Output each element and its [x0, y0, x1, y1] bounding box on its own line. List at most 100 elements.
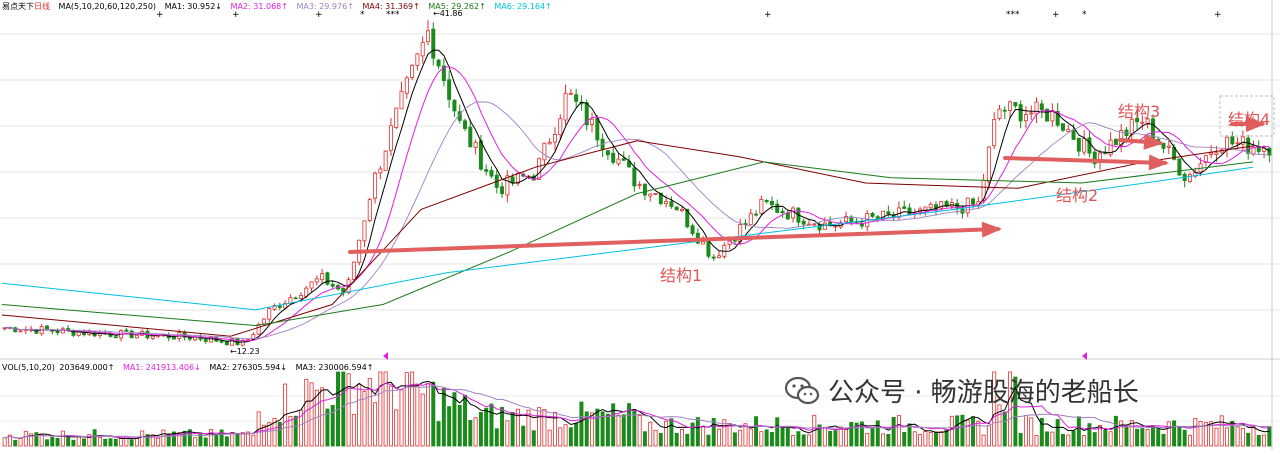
candle-body — [1013, 102, 1018, 107]
candle-body — [367, 199, 372, 221]
volume-bar — [2, 437, 7, 447]
volume-bar — [1098, 424, 1103, 447]
event-marker: + — [315, 10, 323, 20]
low-price-label: ←12.23 — [230, 347, 260, 356]
candle-body — [780, 211, 785, 214]
volume-bar — [1066, 434, 1071, 447]
volume-bar — [1018, 432, 1023, 447]
structure-1-arrow-head — [981, 221, 1002, 238]
candle-body — [764, 199, 769, 203]
vol-ma10-line — [4, 382, 1270, 439]
volume-bar — [150, 434, 155, 447]
volume-bar — [896, 415, 901, 447]
volume-bar — [478, 411, 483, 447]
candle-body — [653, 193, 658, 195]
candle-body — [690, 225, 695, 234]
candle-body — [971, 198, 976, 205]
ma20-line — [4, 101, 1270, 340]
candle-body — [76, 331, 81, 336]
candle-body — [986, 146, 991, 183]
candle-body — [1008, 101, 1013, 111]
volume-bar — [97, 436, 102, 447]
volume-bar — [1050, 431, 1055, 447]
candle-body — [277, 305, 282, 308]
ma6-value: MA6: 29.164↑ — [494, 2, 552, 11]
volume-bar — [1029, 417, 1034, 447]
candle-body — [447, 79, 452, 100]
candle-body — [298, 295, 303, 299]
volume-bar — [193, 437, 198, 447]
candle-body — [992, 119, 997, 147]
volume-bar — [7, 434, 12, 447]
volume-bar — [1119, 420, 1124, 447]
volume-bar — [817, 424, 822, 447]
event-marker: + — [1052, 10, 1060, 20]
volume-bar — [1039, 417, 1044, 447]
candle-body — [801, 220, 806, 225]
candle-body — [330, 284, 335, 287]
candle-body — [203, 339, 208, 342]
volume-bar — [219, 429, 224, 447]
vol-ma2: MA2: 276305.594↓ — [209, 363, 288, 372]
candle-body — [484, 169, 489, 172]
structure-4-arrow-head — [1246, 116, 1266, 132]
volume-bar — [362, 390, 367, 447]
candle-body — [124, 329, 129, 332]
volume-bar — [272, 417, 277, 447]
volume-bar — [674, 432, 679, 447]
candle-body — [261, 318, 266, 325]
candle-body — [1108, 139, 1113, 156]
volume-bar — [55, 438, 60, 447]
structure-4-box — [1219, 95, 1275, 137]
volume-bar — [732, 432, 737, 447]
volume-bar — [129, 439, 134, 447]
volume-bar — [71, 439, 76, 447]
volume-bar — [600, 411, 605, 447]
candle-body — [822, 222, 827, 230]
volume-bar — [1198, 421, 1203, 447]
volume-bar — [240, 432, 245, 447]
volume-bar — [1267, 426, 1272, 447]
volume-bar — [510, 411, 515, 447]
volume-bar — [119, 437, 124, 447]
candle-body — [452, 100, 457, 112]
volume-bar — [981, 434, 986, 447]
volume-bar — [976, 420, 981, 447]
candle-body — [1235, 142, 1240, 145]
volume-bar — [60, 430, 65, 447]
structure-3-label: 结构3 — [1118, 102, 1161, 121]
volume-bar — [769, 432, 774, 447]
volume-bar — [1124, 425, 1129, 447]
volume-bar — [351, 414, 356, 447]
candle-body — [563, 92, 568, 121]
candle-body — [870, 213, 875, 217]
volume-bar — [410, 371, 415, 447]
volume-bar — [611, 403, 616, 447]
volume-bar — [378, 371, 383, 447]
candle-body — [373, 172, 378, 199]
candle-body — [1087, 137, 1092, 154]
candle-body — [1082, 138, 1087, 153]
volume-bar — [923, 431, 928, 447]
volume-bar — [13, 439, 18, 447]
candle-body — [748, 213, 753, 225]
candle-body — [256, 323, 261, 335]
candle-body — [685, 208, 690, 228]
volume-bar — [1187, 434, 1192, 447]
volume-bar — [1045, 431, 1050, 447]
volume-bar — [738, 429, 743, 447]
volume-bar — [521, 425, 526, 447]
event-marker: + — [232, 10, 240, 20]
watermark-text: 公众号 · 畅游股海的老船长 — [828, 378, 1139, 408]
candle-body — [113, 336, 118, 339]
volume-bar — [801, 434, 806, 447]
candle-body — [134, 334, 139, 339]
volume-bar — [103, 438, 108, 447]
candle-body — [171, 337, 176, 340]
vol-label: VOL(5,10,20) — [2, 363, 55, 372]
structure-2-label: 结构2 — [1056, 186, 1099, 205]
volume-bar — [457, 404, 462, 447]
candle-body — [997, 108, 1002, 119]
